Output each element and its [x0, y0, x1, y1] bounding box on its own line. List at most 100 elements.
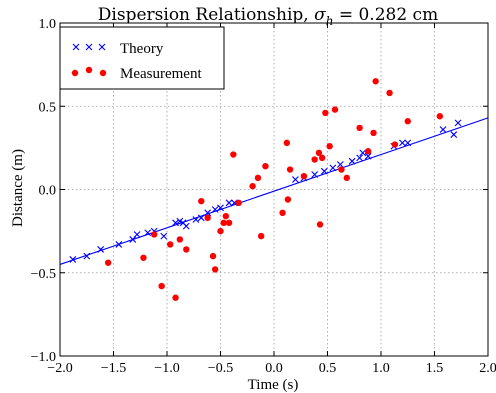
- measurement-point: [316, 221, 324, 228]
- legend-measurement-marker: [99, 69, 107, 77]
- x-tick-label: −0.5: [208, 361, 233, 376]
- y-tick-label: 1.0: [39, 17, 57, 32]
- measurement-point: [338, 166, 345, 173]
- x-tick-label: 0.5: [319, 361, 337, 376]
- theory-point: [204, 209, 212, 217]
- theory-point: [454, 119, 462, 127]
- measurement-point: [249, 182, 256, 190]
- measurement-point: [220, 219, 227, 226]
- theory-point: [172, 219, 179, 227]
- theory-fit-line: [59, 117, 489, 265]
- measurement-point: [158, 282, 165, 290]
- chart-title: Dispersion Relationship, σh = 0.282 cm: [98, 5, 438, 28]
- measurement-point: [176, 236, 184, 243]
- theory-point: [69, 256, 77, 263]
- theory-point: [144, 229, 152, 237]
- y-tick-label: 0.0: [39, 184, 57, 199]
- theory-point: [399, 139, 406, 147]
- measurement-point: [209, 252, 217, 260]
- theory-point: [329, 164, 337, 172]
- theory-point: [450, 131, 458, 138]
- legend-measurement-label: Measurement: [120, 66, 202, 82]
- measurement-point: [167, 241, 174, 248]
- x-tick-label: −2.0: [47, 361, 72, 376]
- theory-point: [211, 206, 219, 213]
- measurement-point: [343, 174, 350, 182]
- x-tick-label: 2.0: [479, 361, 496, 376]
- measurement-point: [404, 118, 411, 125]
- legend-theory-marker: [85, 43, 93, 51]
- theory-point: [348, 157, 356, 165]
- chart-title-subscript: h: [326, 14, 334, 28]
- theory-point: [439, 126, 447, 133]
- measurement-point: [172, 294, 179, 301]
- measurement-point: [284, 196, 292, 203]
- y-tick-label: −1.0: [31, 350, 56, 365]
- measurement-point: [217, 227, 224, 235]
- y-tick-label: 0.5: [39, 100, 57, 115]
- theory-point: [160, 232, 168, 240]
- measurement-point: [311, 156, 318, 163]
- x-tick-label: −1.0: [154, 361, 179, 376]
- chart-title-main: Dispersion Relationship,: [98, 5, 314, 25]
- theory-point: [356, 154, 363, 162]
- measurement-point: [140, 254, 147, 261]
- legend-theory-label: Theory: [120, 41, 164, 57]
- x-tick-label: 1.0: [372, 361, 390, 376]
- fit-line-layer: [59, 117, 489, 265]
- legend-measurement-marker: [71, 69, 79, 77]
- measurement-point: [222, 212, 230, 220]
- measurement-point: [370, 129, 377, 137]
- measurement-point: [183, 246, 190, 253]
- legend-box: [59, 26, 225, 90]
- measurement-point: [315, 149, 323, 157]
- y-axis-label: Distance (m): [10, 149, 26, 227]
- theory-point: [176, 217, 184, 225]
- theory-point: [197, 214, 205, 222]
- legend-theory-markers: [72, 43, 106, 51]
- measurement-point: [286, 166, 294, 173]
- theory-point: [359, 149, 367, 157]
- measurement-point: [150, 231, 158, 238]
- measurement-point: [386, 89, 393, 97]
- legend: Theory Measurement: [59, 26, 225, 90]
- tick-labels: −2.0 −1.5 −1.0 −0.5 0.0 0.5 1.0 1.5 2.0 −1.0 −0.5 0…: [31, 17, 496, 376]
- measurement-point: [257, 232, 265, 240]
- measurement-point: [391, 141, 399, 148]
- x-tick-label: 0.0: [265, 361, 283, 376]
- legend-measurement-marker: [85, 66, 93, 74]
- legend-theory-marker: [98, 43, 106, 51]
- measurement-point: [235, 199, 242, 207]
- theory-point: [292, 176, 299, 183]
- measurement-point: [230, 151, 237, 158]
- theory-point: [192, 216, 200, 223]
- x-tick-label: 1.5: [426, 361, 444, 376]
- measurement-point: [436, 113, 444, 120]
- y-tick-label: −0.5: [31, 267, 56, 282]
- measurement-point: [300, 172, 308, 180]
- measurement-point: [279, 209, 286, 217]
- measurement-point: [326, 143, 333, 150]
- legend-theory-marker: [72, 43, 80, 51]
- legend-measurement-markers: [71, 66, 107, 77]
- chart-title-tail: = 0.282 cm: [333, 5, 438, 25]
- measurement-point: [356, 124, 363, 132]
- theory-point: [217, 204, 224, 212]
- chart-title-sigma: σ: [314, 5, 326, 25]
- theory-point: [404, 139, 412, 147]
- theory-point: [115, 241, 123, 248]
- measurement-point: [254, 174, 262, 182]
- x-tick-label: −1.5: [101, 361, 126, 376]
- measurement-point: [225, 219, 233, 226]
- measurement-point: [372, 78, 379, 85]
- measurement-point: [104, 259, 112, 266]
- data-points: [69, 78, 462, 301]
- measurement-point: [211, 266, 219, 273]
- theory-point: [83, 252, 91, 260]
- theory-point: [97, 246, 105, 253]
- measurement-point: [364, 148, 372, 155]
- x-axis-label: Time (s): [248, 377, 299, 393]
- measurement-point: [283, 139, 291, 147]
- theory-point: [320, 167, 328, 175]
- measurement-point: [262, 162, 269, 170]
